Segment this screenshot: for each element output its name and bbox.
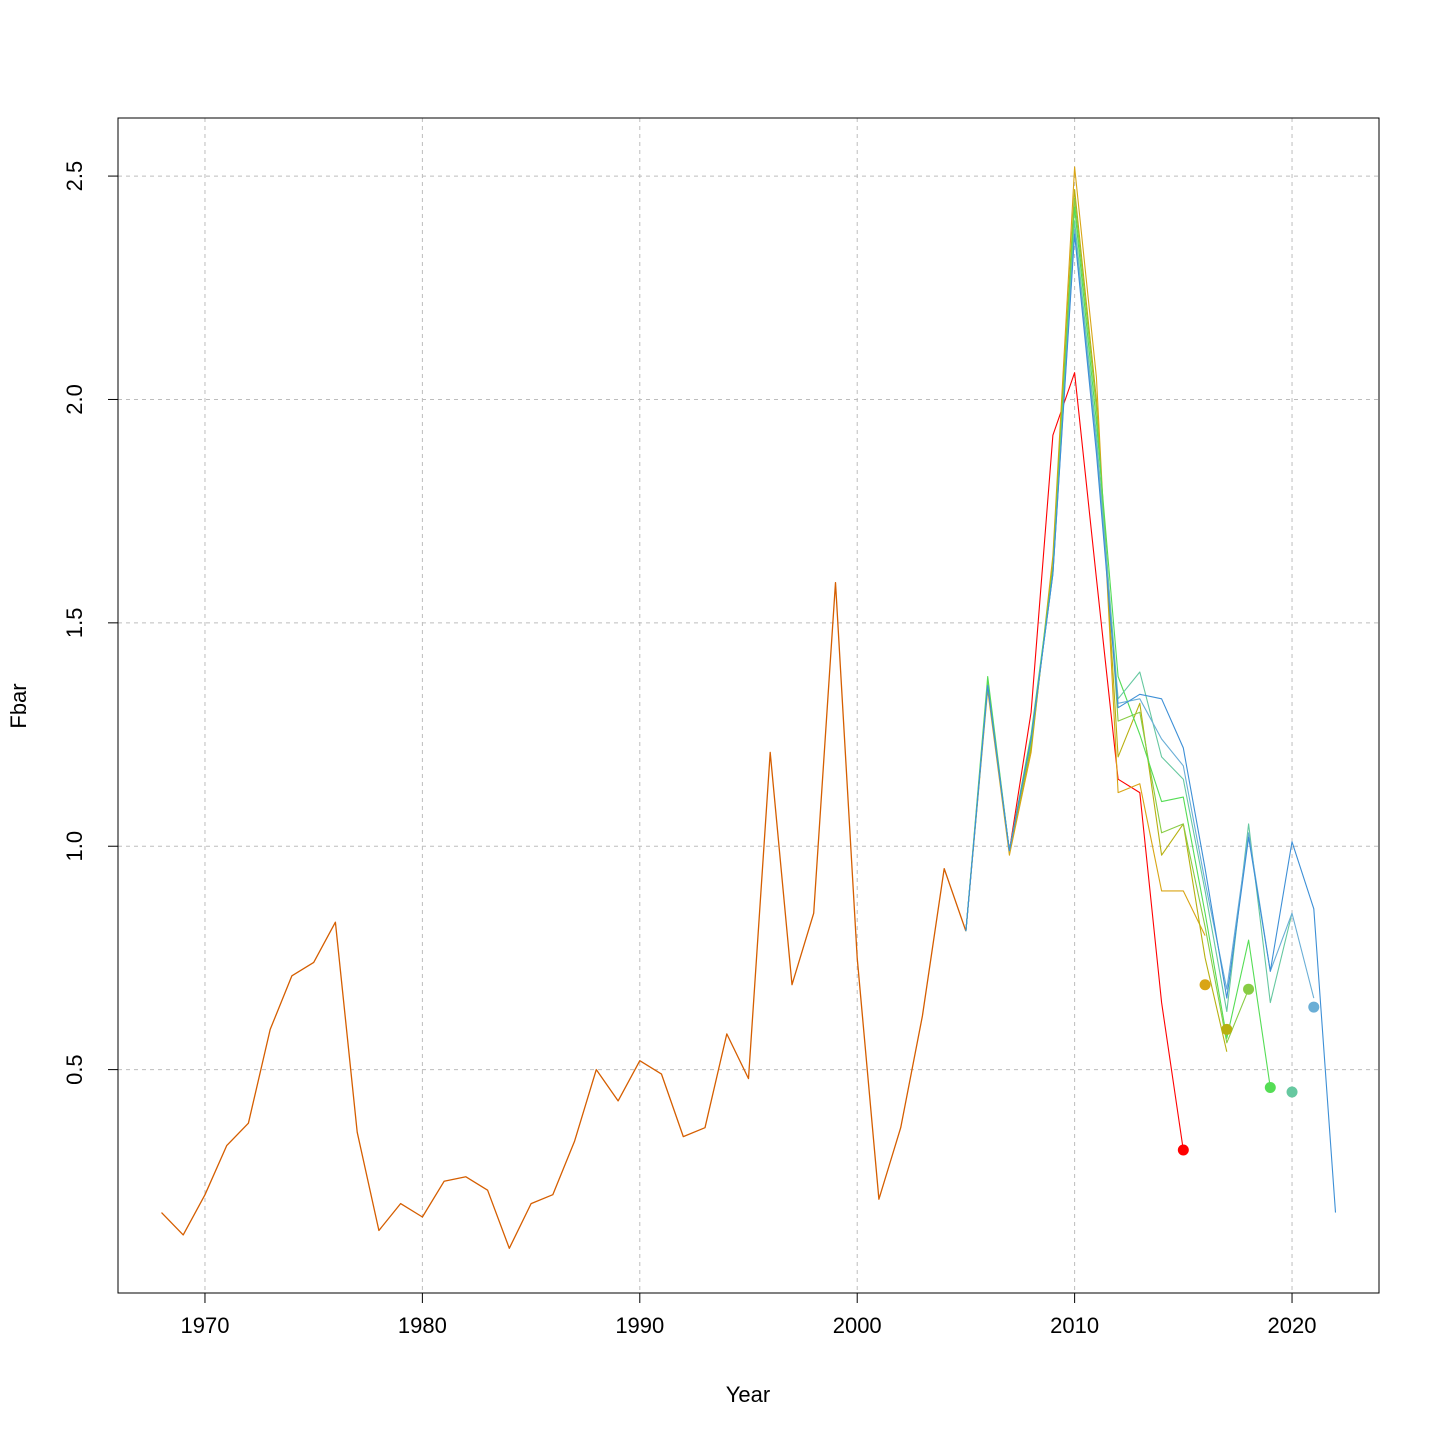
grid-lines [118,118,1379,1293]
y-tick-label: 1.0 [62,831,87,862]
x-tick-label: 2020 [1268,1313,1317,1338]
series-line-4 [965,197,1250,1044]
series-line-historic [161,581,967,1249]
series-line-6 [965,220,1293,1013]
series-line-5 [965,206,1271,1088]
series-end-point-5 [1264,1081,1276,1093]
series-end-point-2 [1199,979,1211,991]
series-line-3 [965,188,1228,1052]
series-line-8 [965,233,1337,1213]
y-axis-label: Fbar [6,683,31,728]
x-tick-label: 1980 [398,1313,447,1338]
series-end-point-7 [1308,1001,1320,1013]
y-tick-label: 2.0 [62,384,87,415]
x-axis-label: Year [726,1382,770,1407]
y-tick-label: 1.5 [62,608,87,639]
x-axis: 1970 1980 1990 2000 2010 2020 [180,1292,1317,1338]
series-end-point-3 [1221,1023,1233,1035]
x-tick-label: 1990 [615,1313,664,1338]
y-axis: 0.5 1.0 1.5 2.0 2.5 [62,161,119,1085]
plot-frame [117,117,1380,1294]
series-line-2 [965,166,1206,936]
series-end-point-6 [1286,1086,1298,1098]
series-end-point-4 [1243,983,1255,995]
x-tick-label: 2010 [1050,1313,1099,1338]
y-tick-label: 2.5 [62,161,87,192]
y-tick-label: 0.5 [62,1054,87,1085]
series-lines [161,166,1337,1249]
x-tick-label: 2000 [833,1313,882,1338]
series-line-7 [965,229,1315,999]
x-tick-label: 1970 [180,1313,229,1338]
series-end-markers [1177,979,1320,1156]
series-end-point-1 [1177,1144,1189,1156]
